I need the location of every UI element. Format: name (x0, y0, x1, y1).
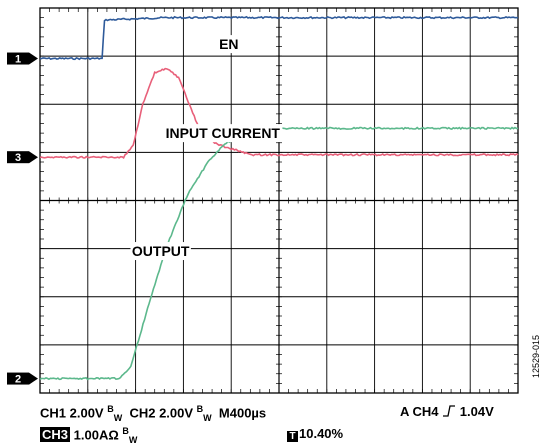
status-row-1: CH1 2.00V BW CH2 2.00V BW M400µs (40, 404, 267, 423)
channel-marker-box (7, 52, 29, 65)
channel-marker-1: 1 (7, 52, 38, 66)
channel-marker-arrow (29, 52, 38, 65)
channel-marker-arrow (29, 151, 38, 164)
ch2-setting: CH2 2.00V (129, 405, 194, 421)
grid (39, 7, 519, 394)
trigger-position: T 10.40% (287, 426, 343, 442)
annotation-label: INPUT CURRENT (166, 125, 281, 141)
bandwidth-limit: B (107, 404, 114, 414)
channel-marker-label: 3 (15, 152, 21, 164)
channel-marker-label: 2 (15, 374, 21, 386)
trigger-position-icon: T (287, 431, 298, 442)
channel-marker-2: 2 (7, 372, 38, 386)
annotation-backdrop (163, 124, 283, 143)
trace-en (39, 15, 519, 61)
channel-marker-3: 3 (7, 151, 38, 164)
ch1-setting: CH1 2.00V (40, 405, 104, 421)
channel-marker-box (7, 151, 29, 164)
channel-marker-label: 1 (15, 54, 21, 66)
annotation-label: OUTPUT (132, 243, 190, 259)
annotation-backdrop (130, 242, 191, 261)
figure-id: 12529-015 (531, 334, 541, 378)
annotation-label: EN (219, 36, 238, 52)
rising-edge-icon (443, 405, 456, 417)
trace-annotations: EN INPUT CURRENT OUTPUT (130, 35, 283, 261)
status-row-2: CH3 1.00AΩ BW (40, 426, 138, 445)
ch3-badge: CH3 (40, 427, 71, 443)
trace-input-current (39, 67, 519, 159)
channel-marker-box (7, 372, 29, 385)
timebase: M400µs (218, 405, 267, 421)
plot-frame (39, 7, 519, 394)
trigger-setting: A CH4 1.04V (400, 404, 494, 419)
ch3-setting: 1.00AΩ (73, 427, 119, 443)
annotation-backdrop (215, 35, 243, 54)
channel-marker-arrow (29, 372, 38, 385)
channel-markers: 1 3 2 (7, 52, 38, 386)
